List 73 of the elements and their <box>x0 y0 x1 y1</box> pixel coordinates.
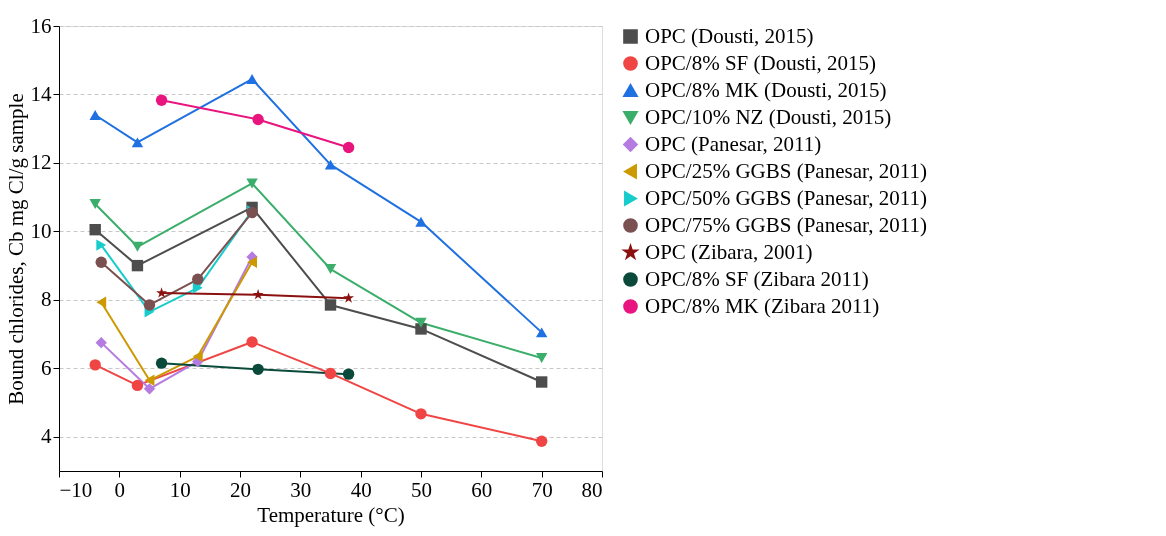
legend-label: OPC (Zibara, 2001) <box>645 239 813 264</box>
y-tick-label: 12 <box>30 150 52 175</box>
point <box>324 299 337 311</box>
point <box>415 408 427 420</box>
x-axis-title: Temperature (°C) <box>257 502 405 527</box>
point <box>535 376 548 388</box>
point <box>342 141 355 154</box>
legend-label: OPC/10% NZ (Dousti, 2015) <box>645 104 892 129</box>
point <box>324 367 337 380</box>
point <box>192 350 203 363</box>
point <box>535 435 548 447</box>
x-tick-label: 40 <box>350 477 372 502</box>
point <box>192 273 204 285</box>
point <box>89 359 101 371</box>
x-tick-label: 0 <box>114 477 126 502</box>
y-tick-label: 6 <box>41 355 52 380</box>
legend-label: OPC/8% SF (Zibara 2011) <box>645 266 869 291</box>
x-tick-label: 20 <box>230 477 251 502</box>
point <box>155 357 168 369</box>
point <box>192 282 203 294</box>
point <box>143 299 156 311</box>
y-tick-label: 14 <box>30 81 52 106</box>
x-tick-label: 10 <box>169 477 191 502</box>
legend-label: OPC/50% GGBS (Panesar, 2011) <box>645 185 927 210</box>
x-tick-label: 70 <box>531 477 553 502</box>
point <box>247 256 257 268</box>
point <box>324 159 337 170</box>
point <box>342 368 355 380</box>
x-tick-label: 50 <box>411 477 432 502</box>
y-tick-label: 10 <box>30 218 52 243</box>
point <box>131 379 144 392</box>
y-tick-label: 8 <box>41 287 52 312</box>
x-tick-label: 30 <box>290 477 312 502</box>
legend-label: OPC/8% MK (Zibara 2011) <box>645 293 880 318</box>
point <box>96 296 107 308</box>
point <box>415 317 427 328</box>
x-tick-label: 60 <box>471 477 493 502</box>
point <box>89 199 101 209</box>
point <box>144 374 155 386</box>
point <box>246 178 258 189</box>
point <box>143 383 156 395</box>
point <box>89 110 101 120</box>
y-tick-label: 4 <box>41 424 52 449</box>
x-tick-label: −10 <box>59 477 93 502</box>
point <box>252 363 264 376</box>
point <box>95 336 107 349</box>
point <box>246 74 258 84</box>
legend-label: OPC (Dousti, 2015) <box>645 23 814 48</box>
point <box>343 292 355 303</box>
point <box>155 94 168 106</box>
point <box>131 241 144 252</box>
legend-label: OPC/8% SF (Dousti, 2015) <box>645 50 877 75</box>
point <box>246 336 258 348</box>
x-tick-label: 80 <box>581 477 603 502</box>
point <box>89 223 101 236</box>
y-axis-title: Bound chlorides, Cb mg Cl/g sample <box>3 93 28 405</box>
point <box>535 327 548 338</box>
point <box>131 259 144 272</box>
point <box>415 216 427 227</box>
legend-label: OPC/8% MK (Dousti, 2015) <box>645 77 887 102</box>
point <box>324 264 337 274</box>
legend-label: OPC/75% GGBS (Panesar, 2011) <box>645 212 927 237</box>
point <box>156 287 167 298</box>
point <box>415 323 427 335</box>
legend-label: OPC (Panesar, 2011) <box>645 131 822 156</box>
point <box>535 353 548 363</box>
y-tick-label: 16 <box>30 13 52 38</box>
point <box>95 256 107 268</box>
point <box>131 137 144 148</box>
point <box>252 113 264 126</box>
legend-label: OPC/25% GGBS (Panesar, 2011) <box>645 158 927 183</box>
point <box>96 239 107 251</box>
point <box>252 289 264 300</box>
